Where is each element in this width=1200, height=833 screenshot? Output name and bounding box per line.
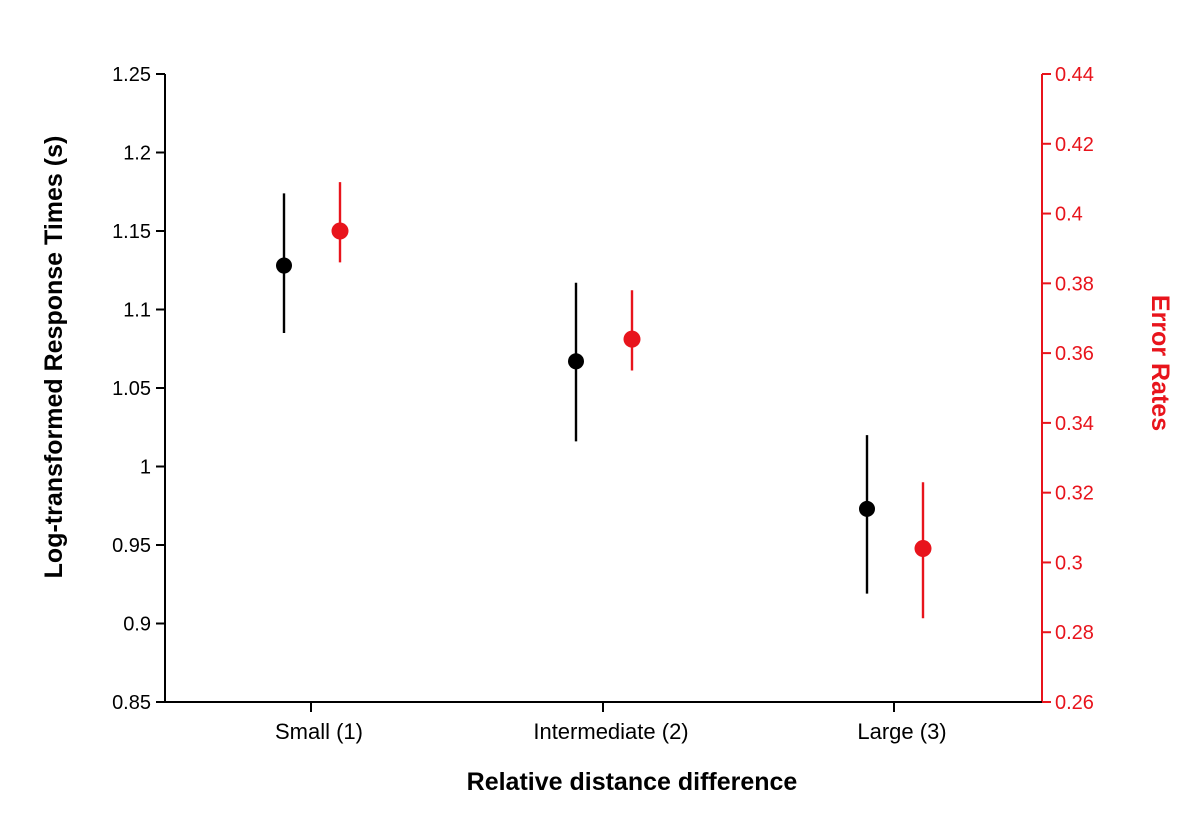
error-rate-point bbox=[331, 222, 349, 240]
x-tick-label: Intermediate (2) bbox=[533, 719, 688, 744]
error-rate-point bbox=[623, 330, 641, 348]
x-axis-title: Relative distance difference bbox=[467, 768, 798, 796]
right-y-tick-label: 0.26 bbox=[1055, 692, 1094, 714]
response-time-point bbox=[276, 257, 292, 274]
x-tick-label: Large (3) bbox=[857, 719, 946, 744]
left-y-tick-label: 1.1 bbox=[123, 300, 151, 322]
response-time-point bbox=[859, 500, 875, 517]
left-y-ticks: 0.85 0.9 0.95 1 1.05 1.1 1.15 1.2 1.25 bbox=[112, 64, 165, 714]
data-marks bbox=[276, 182, 932, 619]
axes-layer bbox=[164, 74, 1043, 703]
right-y-tick-label: 0.4 bbox=[1055, 204, 1083, 226]
x-ticks: Small (1) Intermediate (2) Large (3) bbox=[275, 702, 947, 744]
right-y-tick-label: 0.34 bbox=[1055, 413, 1094, 435]
left-y-tick-label: 1.2 bbox=[123, 143, 151, 165]
x-tick-label: Small (1) bbox=[275, 719, 363, 744]
left-y-tick-label: 1.15 bbox=[112, 221, 151, 243]
right-y-tick-label: 0.28 bbox=[1055, 622, 1094, 644]
left-y-axis-title: Log-transformed Response Times (s) bbox=[40, 136, 68, 579]
right-y-axis-title: Error Rates bbox=[1146, 295, 1174, 431]
left-y-tick-label: 1 bbox=[140, 457, 151, 479]
right-y-tick-label: 0.36 bbox=[1055, 343, 1094, 365]
left-y-tick-label: 0.9 bbox=[123, 614, 151, 636]
right-y-tick-label: 0.32 bbox=[1055, 483, 1094, 505]
left-y-tick-label: 1.05 bbox=[112, 378, 151, 400]
right-y-tick-label: 0.44 bbox=[1055, 64, 1094, 86]
error-rate-point bbox=[914, 539, 932, 557]
right-y-tick-label: 0.38 bbox=[1055, 273, 1094, 295]
right-y-tick-label: 0.42 bbox=[1055, 134, 1094, 156]
right-y-tick-label: 0.3 bbox=[1055, 552, 1083, 574]
response-time-point bbox=[568, 353, 584, 370]
left-y-tick-label: 1.25 bbox=[112, 64, 151, 86]
left-y-tick-label: 0.85 bbox=[112, 692, 151, 714]
left-y-tick-label: 0.95 bbox=[112, 535, 151, 557]
right-y-ticks: 0.26 0.28 0.3 0.32 0.34 0.36 0.38 0.4 0.42 0.44 bbox=[1042, 64, 1094, 714]
